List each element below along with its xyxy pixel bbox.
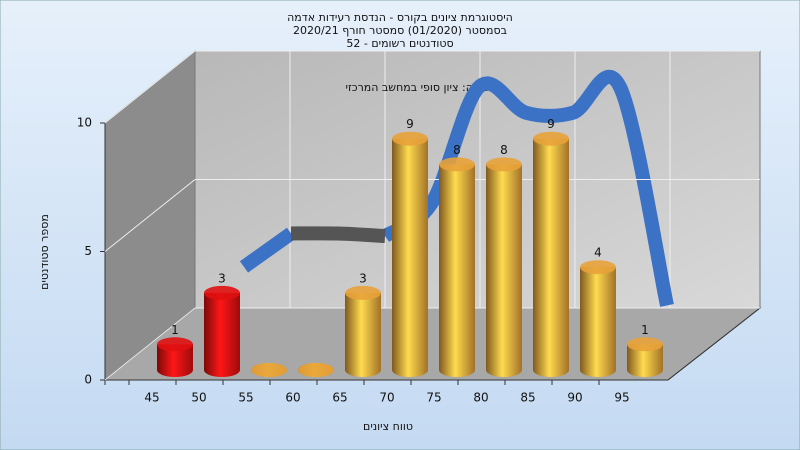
- bar: [392, 138, 428, 370]
- data-label: 9: [406, 117, 414, 131]
- x-tick-label: 45: [144, 391, 159, 405]
- x-axis-label: טווח ציונים: [363, 420, 413, 433]
- x-tick-label: 55: [238, 391, 253, 405]
- chart-subtitle: במשימה: ציון סופי במחשב המרכזי: [345, 81, 504, 94]
- trend-ribbon: [380, 70, 674, 307]
- bar-top: [533, 131, 569, 146]
- data-label: 8: [500, 143, 508, 157]
- bar-top: [580, 260, 616, 275]
- data-label: 3: [218, 271, 226, 285]
- x-tick-label: 80: [473, 391, 488, 405]
- trend-ribbon: [239, 227, 296, 273]
- grid-line: [104, 307, 196, 381]
- bar-top: [486, 157, 522, 172]
- x-tick-label: 85: [520, 391, 535, 405]
- bar: [486, 164, 522, 370]
- bar: [580, 267, 616, 370]
- bar-top: [627, 337, 663, 352]
- bar-base: [533, 363, 569, 377]
- x-tick-label: 95: [614, 391, 629, 405]
- y-tick-label: 5: [84, 244, 92, 258]
- chart-title: היסטוגרמת ציונים בקורס - הנדסת רעידות אד…: [287, 11, 513, 24]
- bar-base: [392, 363, 428, 377]
- trend-ribbon: [290, 226, 386, 244]
- x-tick-label: 60: [285, 391, 300, 405]
- data-label: 8: [453, 143, 461, 157]
- data-label: 9: [547, 117, 555, 131]
- x-tick-label: 50: [191, 391, 206, 405]
- y-axis-label: מספר סטודנטים: [38, 214, 51, 290]
- data-label: 1: [641, 323, 649, 337]
- bar-top: [298, 363, 334, 377]
- bar-base: [204, 363, 240, 377]
- x-tick-label: 90: [567, 391, 582, 405]
- x-tick-label: 65: [332, 391, 347, 405]
- bar-top: [204, 285, 240, 300]
- chart-title: סטודנטים רשומים - 52: [346, 37, 453, 50]
- bar-base: [439, 363, 475, 377]
- data-label: 4: [594, 246, 602, 260]
- bar-top: [345, 285, 381, 300]
- y-tick-label: 0: [84, 373, 92, 387]
- bar-top: [157, 337, 193, 352]
- bar-top: [392, 131, 428, 146]
- bar-base: [486, 363, 522, 377]
- bar: [204, 292, 240, 370]
- y-tick-label: 10: [77, 116, 92, 130]
- data-label: 3: [359, 271, 367, 285]
- bar-base: [627, 363, 663, 377]
- bar-base: [345, 363, 381, 377]
- chart-title: בסמסטר (01/2020) סמסטר חורף 2020/21: [293, 24, 507, 37]
- grid-line: [104, 179, 196, 252]
- bar: [345, 292, 381, 370]
- bar-top: [439, 157, 475, 172]
- x-tick-label: 70: [379, 391, 394, 405]
- bar-top: [251, 363, 287, 377]
- bar-base: [157, 363, 193, 377]
- data-label: 1: [171, 323, 179, 337]
- grid-line: [104, 50, 196, 124]
- bar-base: [580, 363, 616, 377]
- x-tick-label: 75: [426, 391, 441, 405]
- floor-edge: [667, 307, 761, 381]
- bar: [439, 164, 475, 370]
- bar: [533, 138, 569, 370]
